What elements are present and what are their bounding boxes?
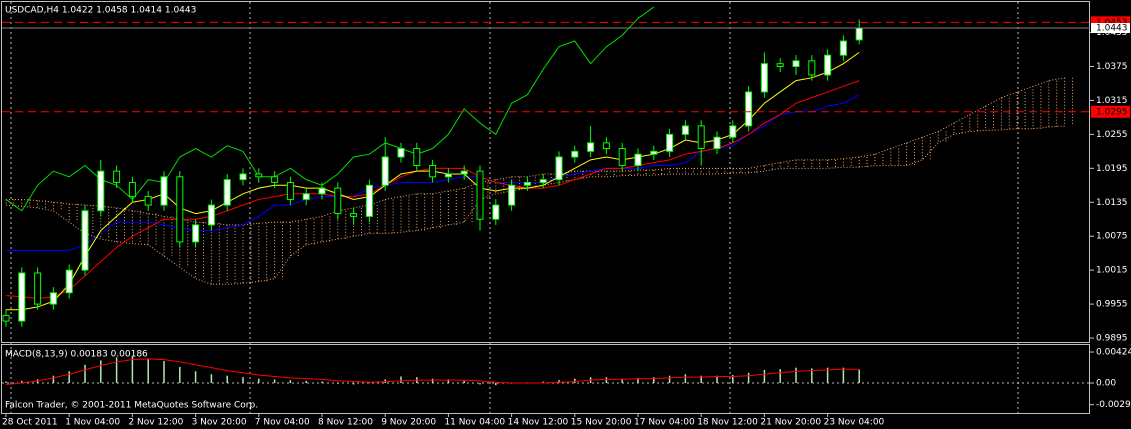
x-tick-label: 28 Oct 2011 xyxy=(2,418,58,428)
candle-body xyxy=(223,179,231,206)
candle-body xyxy=(713,136,721,150)
candle-body xyxy=(618,148,626,166)
candle-body xyxy=(2,314,10,322)
x-tick-label: 11 Nov 04:00 xyxy=(444,418,505,428)
y-tick-label: 1.0075 xyxy=(1096,232,1128,242)
candle-body xyxy=(539,179,547,183)
candle-body xyxy=(476,170,484,220)
candle-body xyxy=(271,176,279,183)
x-tick-label: 21 Nov 20:00 xyxy=(760,418,821,428)
candle-body xyxy=(397,148,405,158)
candle-body xyxy=(302,193,310,200)
candle-body xyxy=(666,133,674,152)
candle-body xyxy=(239,173,247,181)
candle-body xyxy=(176,176,184,243)
y-tick-label: 1.0135 xyxy=(1096,198,1128,208)
vertical-grid xyxy=(10,2,1019,413)
x-tick-label: 14 Nov 12:00 xyxy=(508,418,569,428)
candle-body xyxy=(697,125,705,150)
candle-body xyxy=(571,150,579,158)
level-tag xyxy=(1091,105,1130,118)
x-tick-label: 9 Nov 20:00 xyxy=(381,418,436,428)
candle-body xyxy=(760,63,768,93)
candle-body xyxy=(81,210,89,271)
candle-body xyxy=(855,27,863,41)
x-tick-label: 23 Nov 04:00 xyxy=(824,418,885,428)
candle-body xyxy=(34,272,42,305)
candle-body xyxy=(460,170,468,175)
candle-body xyxy=(634,153,642,166)
candle-body xyxy=(650,150,658,155)
candle-body xyxy=(429,164,437,178)
bid-tag xyxy=(1091,23,1130,34)
level-label: 1.0295 xyxy=(1096,107,1128,117)
candle-body xyxy=(492,204,500,220)
macd-panel-frame xyxy=(1,344,1090,414)
candle-body xyxy=(97,170,105,212)
x-tick-label: 7 Nov 04:00 xyxy=(255,418,310,428)
chart-title: USDCAD,H4 1.0422 1.0458 1.0414 1.0443 xyxy=(5,6,196,16)
y-tick-label: 1.0435 xyxy=(1096,28,1128,38)
candle-body xyxy=(602,142,610,150)
candle-body xyxy=(508,184,516,206)
candle-body xyxy=(207,204,215,226)
candle-body xyxy=(128,181,136,198)
y-tick-label: 1.0255 xyxy=(1096,130,1128,140)
candle-body xyxy=(824,54,832,76)
candle-body xyxy=(144,196,152,206)
x-tick-label: 18 Nov 12:00 xyxy=(697,418,758,428)
candle-body xyxy=(555,156,563,181)
indicator-line xyxy=(5,6,655,212)
candle-body xyxy=(413,148,421,166)
copyright: Falcon Trader, © 2001-2011 MetaQuotes So… xyxy=(5,401,258,411)
y-tick-label: 0.9955 xyxy=(1096,300,1128,310)
x-tick-label: 17 Nov 04:00 xyxy=(634,418,695,428)
candle-body xyxy=(745,91,753,127)
y-tick-label: 1.0375 xyxy=(1096,62,1128,72)
macd-title: MACD(8,13,9) 0.00183 0.00186 xyxy=(5,350,148,360)
y-tick-label: -0.00296 xyxy=(1096,400,1131,410)
candle-body xyxy=(192,224,200,243)
candle-body xyxy=(729,125,737,138)
x-tick-label: 8 Nov 12:00 xyxy=(318,418,373,428)
candle-body xyxy=(681,125,689,135)
level-label: 1.0453 xyxy=(1096,18,1128,28)
y-tick-label: 1.0315 xyxy=(1096,96,1128,106)
candle-body xyxy=(49,292,57,305)
candle-body xyxy=(65,269,73,294)
x-tick-label: 3 Nov 20:00 xyxy=(192,418,247,428)
bid-label: 1.0443 xyxy=(1096,24,1128,34)
x-tick-label: 15 Nov 20:00 xyxy=(571,418,632,428)
candle-body xyxy=(255,173,263,178)
candle-body xyxy=(444,173,452,178)
candle-body xyxy=(839,40,847,56)
candle-body xyxy=(334,187,342,215)
y-tick-label: 1.0015 xyxy=(1096,266,1128,276)
y-tick-label: 0.00424 xyxy=(1096,348,1131,358)
candle-body xyxy=(286,181,294,200)
y-tick-label: 1.0195 xyxy=(1096,164,1128,174)
candle-body xyxy=(18,272,26,322)
y-tick-label: 0.9895 xyxy=(1096,334,1128,344)
candle-body xyxy=(523,181,531,186)
candle-body xyxy=(113,170,121,183)
candle-body xyxy=(350,213,358,217)
candle-body xyxy=(587,142,595,152)
x-tick-label: 1 Nov 04:00 xyxy=(65,418,120,428)
x-tick-label: 2 Nov 12:00 xyxy=(128,418,183,428)
candle-body xyxy=(381,156,389,186)
candle-body xyxy=(792,60,800,67)
y-tick-label: 0.00 xyxy=(1096,379,1116,389)
main-panel-frame xyxy=(1,1,1090,343)
candle-body xyxy=(776,63,784,67)
candle-body xyxy=(318,187,326,195)
candle-body xyxy=(160,176,168,206)
plot-layer: 0.9895 0.9955 1.0015 1.0075 1.0135 1.0195 1.02… xyxy=(2,6,1131,428)
candle-body xyxy=(808,60,816,76)
signal-line xyxy=(5,358,860,385)
candle-body xyxy=(365,184,373,217)
